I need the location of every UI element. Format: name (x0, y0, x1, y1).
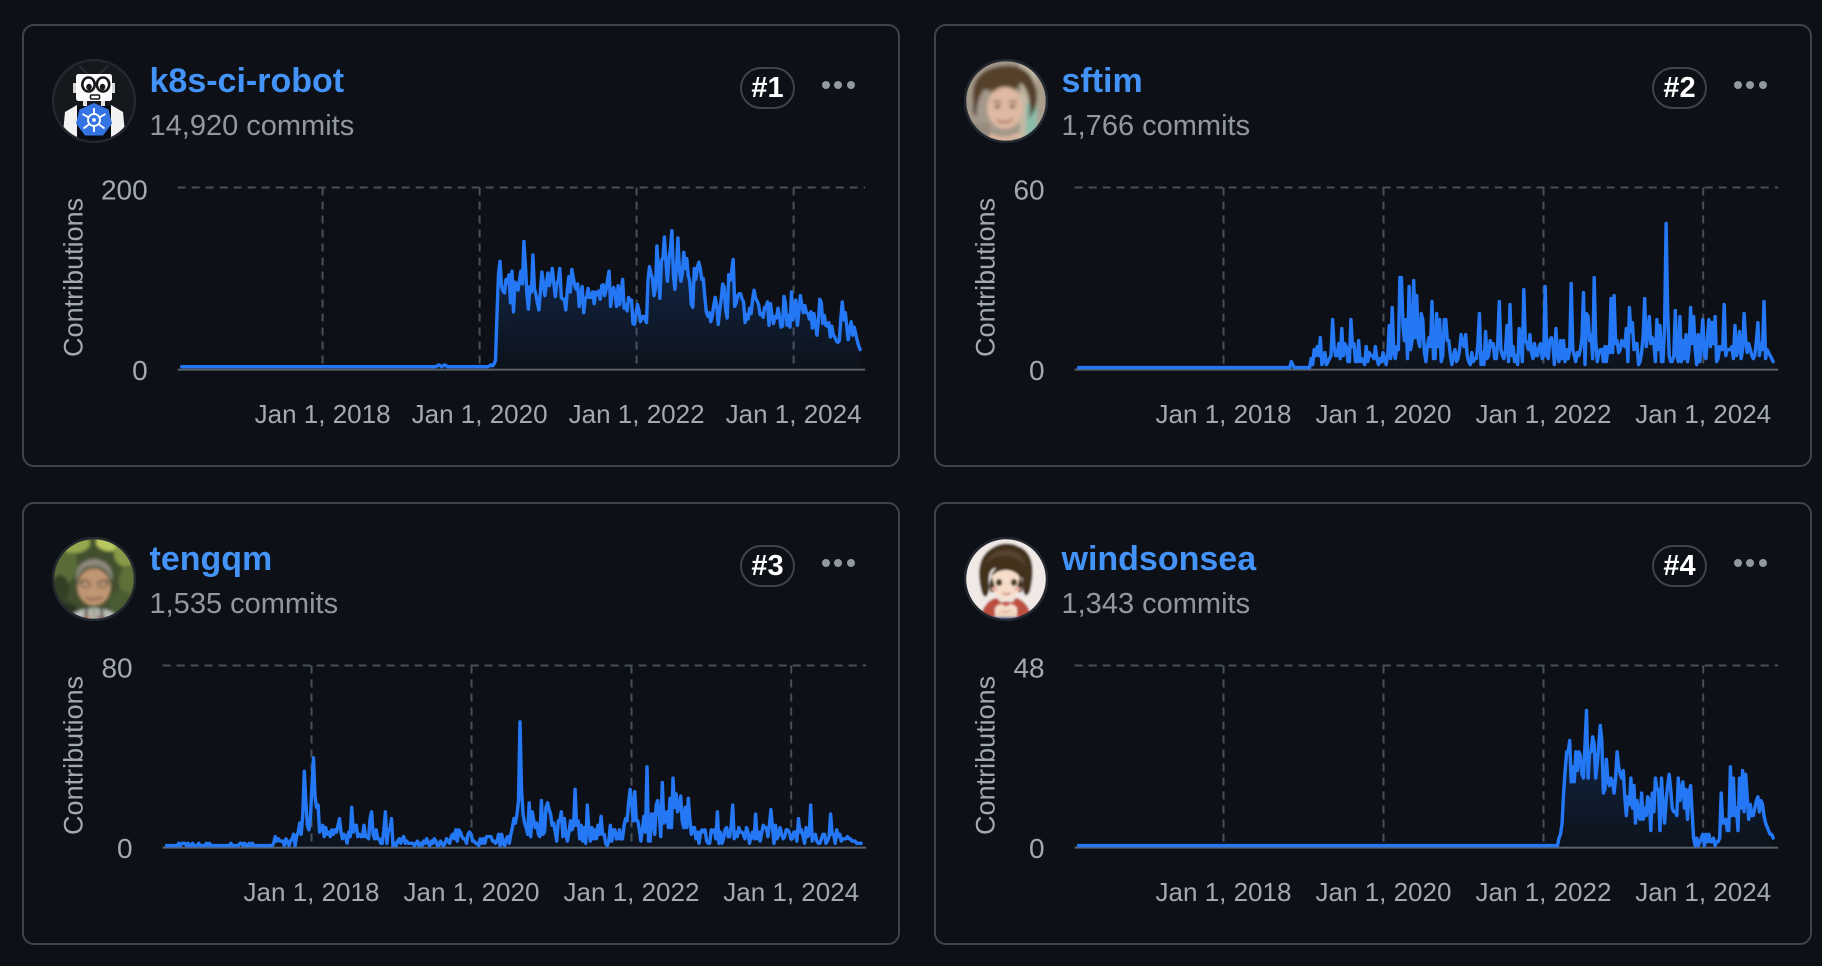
svg-text:Contributions: Contributions (971, 198, 1001, 357)
svg-text:60: 60 (1013, 175, 1044, 206)
svg-text:0: 0 (1029, 833, 1045, 864)
svg-text:Jan 1, 2020: Jan 1, 2020 (1316, 399, 1452, 429)
svg-text:Jan 1, 2024: Jan 1, 2024 (723, 877, 859, 907)
svg-text:Jan 1, 2024: Jan 1, 2024 (726, 399, 862, 429)
svg-text:0: 0 (117, 833, 133, 864)
svg-text:Jan 1, 2022: Jan 1, 2022 (1476, 399, 1612, 429)
svg-text:Jan 1, 2018: Jan 1, 2018 (244, 877, 380, 907)
svg-text:Jan 1, 2024: Jan 1, 2024 (1635, 399, 1771, 429)
svg-text:48: 48 (1013, 653, 1044, 684)
svg-text:Jan 1, 2020: Jan 1, 2020 (1316, 877, 1452, 907)
svg-text:Jan 1, 2020: Jan 1, 2020 (412, 399, 548, 429)
svg-text:0: 0 (1029, 355, 1045, 386)
svg-text:Jan 1, 2018: Jan 1, 2018 (1156, 877, 1292, 907)
svg-text:Contributions: Contributions (59, 676, 89, 835)
svg-text:200: 200 (101, 175, 148, 206)
svg-text:Jan 1, 2018: Jan 1, 2018 (255, 399, 391, 429)
svg-text:Contributions: Contributions (59, 198, 89, 357)
svg-text:Jan 1, 2022: Jan 1, 2022 (1476, 877, 1612, 907)
svg-text:Jan 1, 2018: Jan 1, 2018 (1156, 399, 1292, 429)
svg-text:Contributions: Contributions (971, 676, 1001, 835)
svg-text:Jan 1, 2022: Jan 1, 2022 (564, 877, 700, 907)
svg-text:Jan 1, 2024: Jan 1, 2024 (1635, 877, 1771, 907)
svg-text:Jan 1, 2020: Jan 1, 2020 (404, 877, 540, 907)
svg-text:80: 80 (101, 653, 132, 684)
svg-text:0: 0 (132, 355, 148, 386)
svg-text:Jan 1, 2022: Jan 1, 2022 (569, 399, 705, 429)
